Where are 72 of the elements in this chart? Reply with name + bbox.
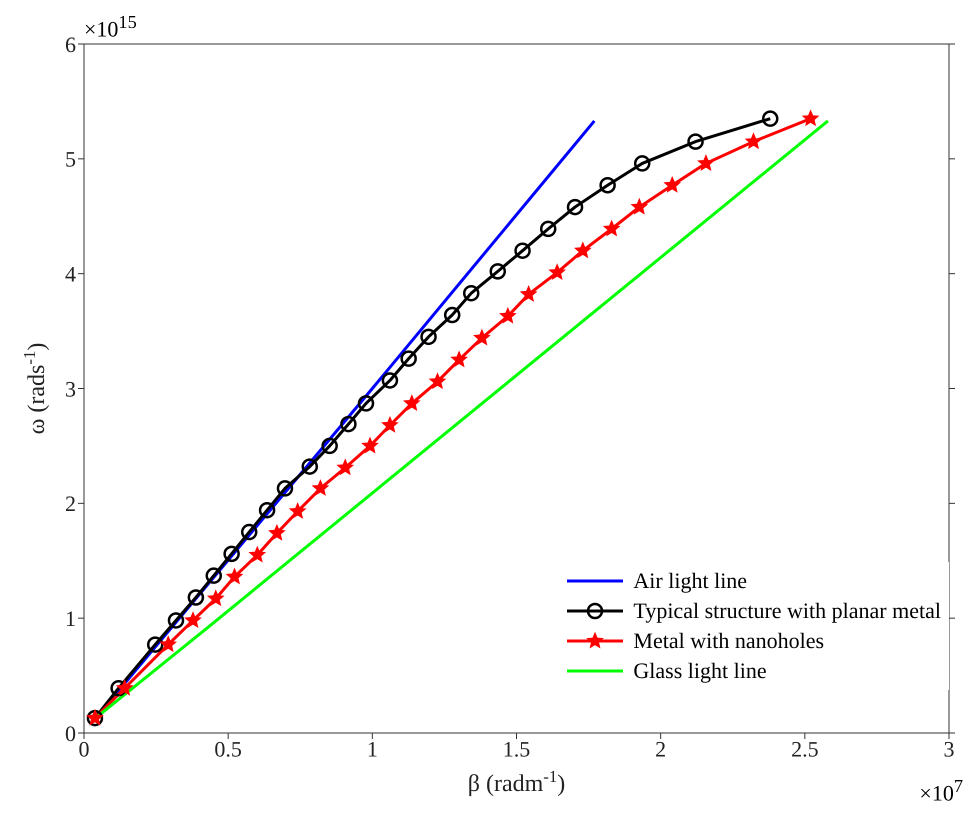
point xyxy=(540,220,556,238)
point xyxy=(160,636,176,652)
y-tick-label: 3 xyxy=(65,376,76,402)
point xyxy=(188,589,204,606)
point xyxy=(362,437,378,453)
y-tick-label: 2 xyxy=(65,491,76,516)
point xyxy=(240,524,258,540)
point xyxy=(500,308,516,324)
y-tick-label: 0 xyxy=(65,720,76,746)
point xyxy=(745,133,762,149)
point xyxy=(631,198,648,214)
x-tick-label: 1.5 xyxy=(502,736,530,762)
legend-label: Air light line xyxy=(633,567,748,595)
point xyxy=(549,264,566,280)
point xyxy=(382,416,398,432)
point xyxy=(258,502,276,518)
point xyxy=(687,133,704,150)
x-tick-label: 2.5 xyxy=(791,736,819,762)
y-tick-label: 6 xyxy=(65,32,76,57)
point xyxy=(340,416,357,432)
point xyxy=(226,568,243,584)
point xyxy=(451,351,468,367)
point xyxy=(110,680,127,696)
point xyxy=(223,546,240,562)
x-tick-label: 3 xyxy=(944,736,954,762)
point xyxy=(462,284,480,302)
point xyxy=(302,458,318,475)
point xyxy=(358,395,374,412)
point xyxy=(490,263,506,280)
point xyxy=(514,242,531,259)
point xyxy=(116,680,133,696)
point xyxy=(698,154,714,170)
legend-label: Glass light line xyxy=(633,657,767,685)
point xyxy=(290,502,306,518)
text: ×10$^{7}$ xyxy=(919,776,963,806)
point xyxy=(474,329,490,345)
y-tick-label: 5 xyxy=(65,146,76,172)
point xyxy=(249,546,266,562)
point xyxy=(206,567,222,584)
legend-label: Typical structure with planar metal xyxy=(633,597,941,625)
point xyxy=(634,155,650,172)
legend-label: Metal with nanoholes xyxy=(633,627,824,655)
point xyxy=(664,176,680,192)
point xyxy=(208,590,224,606)
point xyxy=(444,306,460,324)
x-axis-title: β (radm$^{-1}$) xyxy=(468,766,566,797)
point xyxy=(337,459,354,475)
point xyxy=(276,480,294,497)
point xyxy=(382,372,398,389)
point xyxy=(321,438,338,454)
point xyxy=(429,373,446,389)
point xyxy=(520,286,537,302)
point xyxy=(604,220,620,236)
point xyxy=(184,612,202,628)
point xyxy=(802,110,819,126)
point xyxy=(400,350,417,367)
point xyxy=(168,612,184,629)
text: ×10$^{15}$ xyxy=(84,12,137,42)
point xyxy=(146,636,164,653)
point xyxy=(762,110,778,127)
x-tick-label: 1 xyxy=(366,736,378,762)
point xyxy=(566,198,584,216)
x-tick-label: 2 xyxy=(655,736,666,762)
point xyxy=(312,480,329,496)
y-tick-label: 4 xyxy=(65,261,76,286)
y-tick-label: 1 xyxy=(65,606,76,631)
point xyxy=(420,328,437,346)
point xyxy=(404,394,420,410)
point xyxy=(268,524,286,540)
point xyxy=(599,176,616,194)
point xyxy=(574,242,591,258)
x-tick-label: 0.5 xyxy=(214,736,242,762)
